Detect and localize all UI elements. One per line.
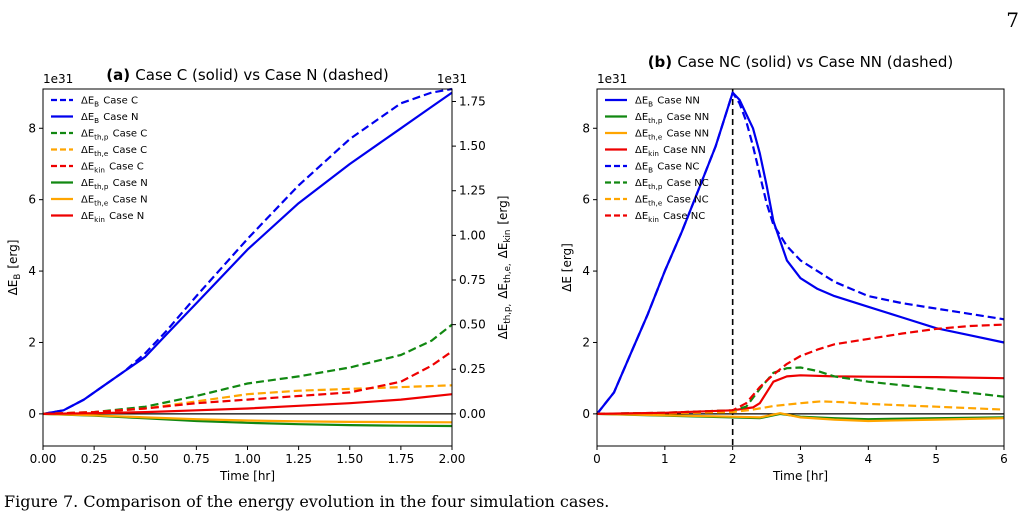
x-tick-label: 0.00 (30, 452, 57, 466)
chart-title: (a) Case C (solid) vs Case N (dashed) (106, 66, 389, 84)
series-line-a-7 (42, 393, 453, 415)
figure: 0.00 0.25 0.50 0.75 1.00 1.25 1.50 1.75 2.00 0 2 4 6… (6, 53, 1008, 483)
legend-label: ΔEth,e Case NC (635, 195, 709, 208)
x-tick-label: 0 (593, 452, 601, 466)
x-tick-label: 0.25 (81, 452, 108, 466)
y2-tick-label: 0.50 (459, 318, 486, 332)
y2-tick-label: 1.00 (459, 228, 486, 242)
figure-caption: Figure 7. Comparison of the energy evolu… (4, 492, 610, 511)
x-tick-label: 1.25 (285, 452, 312, 466)
legend-label: ΔEth,e Case N (81, 195, 148, 208)
legend-label: ΔEth,e Case C (81, 145, 147, 158)
legend-label: ΔEB Case NC (635, 162, 699, 175)
series-line-b-4 (596, 91, 1005, 415)
x-tick-label: 1 (661, 452, 669, 466)
y2-tick-label: 1.25 (459, 184, 486, 198)
legend-label: ΔEB Case C (81, 96, 138, 109)
y-axis-label: ΔE [erg] (560, 243, 574, 292)
x-tick-label: 0.75 (183, 452, 210, 466)
offset-label-left: 1e31 (43, 72, 73, 86)
legend-label: ΔEth,p Case N (81, 178, 148, 191)
legend-label: ΔEkin Case C (81, 162, 144, 175)
plot-frame (42, 88, 453, 447)
series-line-b-3 (596, 374, 1005, 415)
y-tick-label: 2 (28, 335, 36, 349)
series-line-b-2 (596, 412, 1005, 423)
panel-b-chart: 0 1 2 3 4 5 6 0 2 4 6 8 1e31 (b) Case NC (solid) vs C… (560, 53, 1008, 483)
y-tick-label: 6 (28, 193, 36, 207)
series-line-b-7 (596, 323, 1005, 415)
offset-label-left: 1e31 (597, 72, 627, 86)
y-tick-label: 4 (28, 264, 36, 278)
x-tick-label: 5 (932, 452, 940, 466)
offset-label-right: 1e31 (437, 72, 467, 86)
legend-label: ΔEB Case NN (635, 96, 700, 109)
x-tick-label: 2.00 (439, 452, 466, 466)
y2-tick-label: 1.75 (459, 94, 486, 108)
x-axis-label: Time [hr] (219, 469, 275, 483)
x-tick-label: 0.50 (132, 452, 159, 466)
y-tick-label: 0 (28, 407, 36, 421)
y-tick-label: 4 (582, 264, 590, 278)
chart-title: (b) Case NC (solid) vs Case NN (dashed) (648, 53, 954, 71)
series-line-a-6 (42, 412, 453, 424)
series-line-a-3 (42, 384, 453, 415)
series-line-b-6 (596, 400, 1005, 415)
legend-label: ΔEth,e Case NN (635, 129, 709, 142)
y2-axis-label: ΔEth,p, ΔEth,e, ΔEkin [erg] (496, 196, 513, 340)
y2-tick-label: 0.75 (459, 273, 486, 287)
y2-tick-label: 0.00 (459, 407, 486, 421)
panel-a-chart: 0.00 0.25 0.50 0.75 1.00 1.25 1.50 1.75 2.00 0 2 4 6… (6, 66, 513, 483)
x-tick-label: 6 (1000, 452, 1008, 466)
y-tick-label: 8 (28, 121, 36, 135)
y-tick-label: 6 (582, 193, 590, 207)
x-tick-label: 3 (797, 452, 805, 466)
x-tick-label: 1.50 (336, 452, 363, 466)
y-axis-label: ΔEB [erg] (6, 240, 23, 296)
legend-label: ΔEkin Case NC (635, 211, 705, 224)
legend-label: ΔEkin Case N (81, 211, 144, 224)
series-line-a-1 (42, 91, 453, 415)
legend-label: ΔEth,p Case NN (635, 112, 709, 125)
x-axis-label: Time [hr] (772, 469, 828, 483)
y2-tick-label: 1.50 (459, 139, 486, 153)
page-number: 7 (1006, 8, 1019, 32)
x-tick-label: 2 (729, 452, 737, 466)
y-tick-label: 8 (582, 121, 590, 135)
y-tick-label: 2 (582, 335, 590, 349)
legend-label: ΔEth,p Case NC (635, 178, 709, 191)
legend-label: ΔEkin Case NN (635, 145, 706, 158)
series-line-a-4 (42, 350, 453, 415)
x-tick-label: 4 (865, 452, 873, 466)
plot-frame (596, 88, 1005, 447)
legend-label: ΔEth,p Case C (81, 129, 147, 142)
x-tick-label: 1.00 (234, 452, 261, 466)
y-tick-label: 0 (582, 407, 590, 421)
x-tick-label: 1.75 (388, 452, 415, 466)
legend-label: ΔEB Case N (81, 112, 138, 125)
y2-tick-label: 0.25 (459, 362, 486, 376)
